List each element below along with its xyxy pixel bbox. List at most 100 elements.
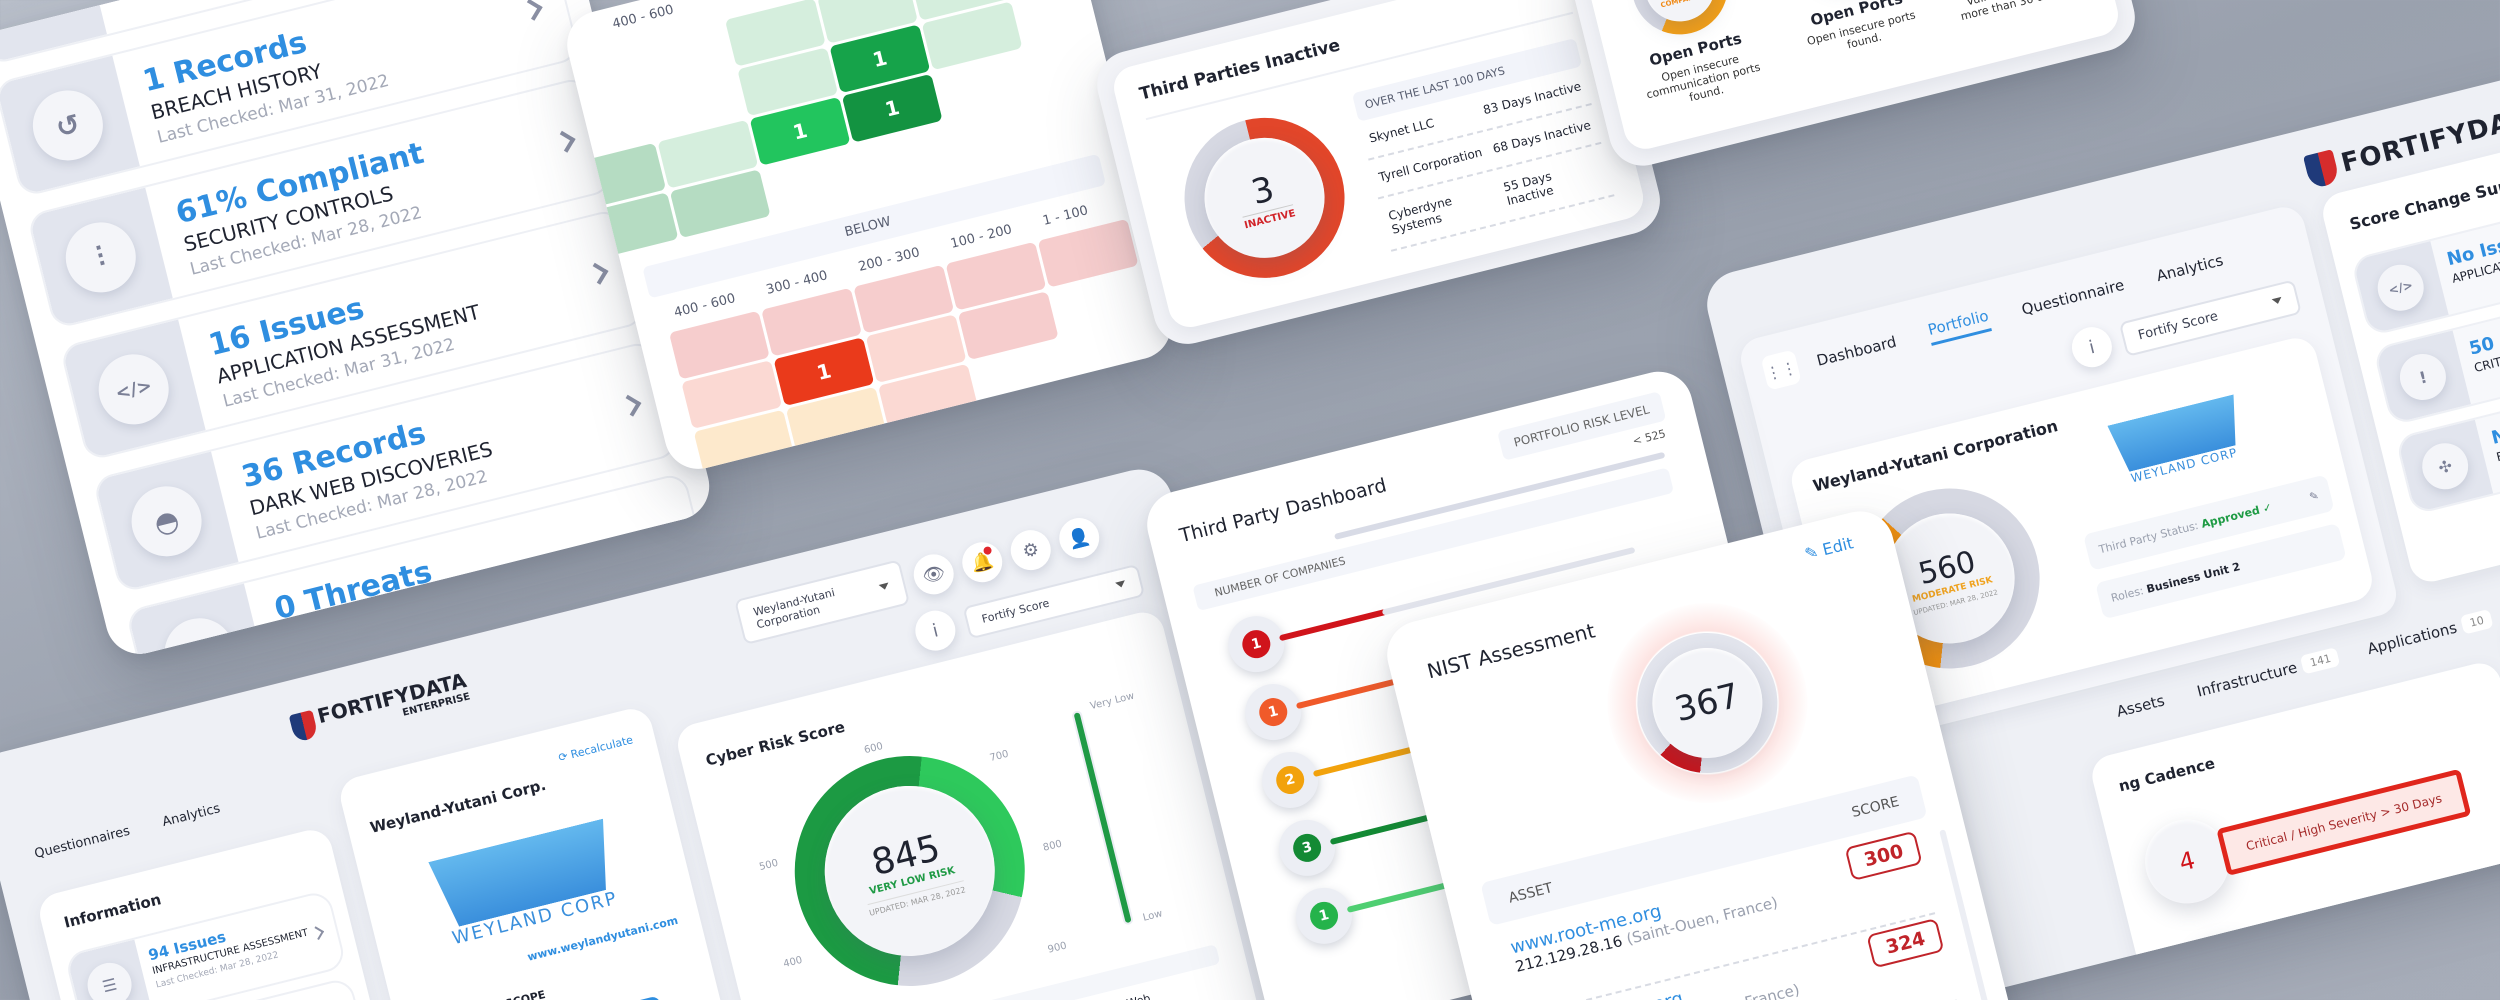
- exposure-desc: Vulnerabilities found more than 30 days …: [1959, 0, 2089, 24]
- count-dot: 1: [1239, 627, 1274, 662]
- brand-logo: FORTIFYDATA ENTERPRISE: [288, 668, 471, 746]
- exposure-item[interactable]: Open Ports Open insecure ports found.: [1766, 0, 1929, 63]
- count-badge: 141: [2300, 646, 2341, 675]
- spy-icon: ◓: [124, 478, 210, 564]
- company-name: Skynet LLC: [1367, 115, 1436, 146]
- third-parties-inactive-panel: Third Parties Inactive 3 INACTIVE OVER T…: [1090, 0, 1668, 352]
- cyber-risk-gauge: 845 VERY LOW RISK UPDATED: MAR 28, 2022: [770, 731, 1050, 1000]
- exposure-item[interactable]: Vulnerabilities Vulnerabilities found mo…: [1921, 0, 2094, 24]
- count-dot: 2: [1273, 763, 1308, 797]
- edit-button[interactable]: ✎ Edit: [1803, 533, 1856, 563]
- company-name: Weyland-Yutani Corporation: [1810, 416, 2060, 496]
- count-dot: 1: [1256, 695, 1291, 730]
- status-label: Third Party Status:: [2097, 518, 2200, 557]
- select-value: Fortify Score: [2136, 308, 2220, 343]
- gauge-tick: 500: [758, 857, 780, 874]
- roles-label: Roles:: [2109, 584, 2145, 605]
- shield-logo-icon: [288, 709, 319, 743]
- scale-bottom-label: Low: [1141, 908, 1164, 924]
- tab-portfolio[interactable]: Portfolio: [1926, 306, 1992, 346]
- count-dot: 3: [1290, 830, 1325, 865]
- shield-logo-icon: [2302, 149, 2341, 190]
- roles-value: Business Unit 2: [2145, 560, 2242, 596]
- apps-grid-icon[interactable]: ⋮⋮: [1760, 349, 1802, 391]
- weyland-logo: WEYLAND CORP: [2107, 394, 2249, 488]
- nist-score-value: 367: [1671, 675, 1744, 731]
- panel-title: Cyber Risk Score: [703, 717, 847, 770]
- gauge-tick: 400: [782, 954, 804, 971]
- code-laptop-icon: </>: [2372, 259, 2429, 316]
- axis-label: 200 - 300: [856, 245, 922, 275]
- cadence-count: 2: [2215, 960, 2237, 991]
- gauge-tick: 600: [863, 740, 885, 757]
- refresh-icon: ⟳: [557, 749, 570, 765]
- count-dot: 1: [1307, 898, 1342, 933]
- edit-icon[interactable]: ✎: [2307, 488, 2321, 504]
- exposure-unit: COMPANIES: [1660, 0, 1707, 9]
- axis-label: 300 - 400: [764, 268, 830, 298]
- exposure-item[interactable]: 2 COMPANIES Open Ports Open insecure com…: [1605, 0, 1771, 116]
- risk-factor-label: Dark Web: [1097, 992, 1152, 1000]
- alert-icon: !: [2395, 349, 2451, 405]
- chevron-right-icon: [586, 262, 609, 285]
- chevron-right-icon: [652, 526, 675, 549]
- sliders-icon: ⫶: [58, 214, 144, 300]
- notification-dot: [982, 545, 993, 556]
- info-value: 0 Threats: [271, 554, 436, 628]
- server-icon: ☰: [82, 958, 137, 1000]
- tab-infrastructure[interactable]: Infrastructure: [2194, 657, 2299, 701]
- axis-label: 1 - 100: [1041, 203, 1090, 229]
- inactive-count: 3: [1247, 168, 1279, 213]
- recalculate-button[interactable]: ⟳ Recalculate: [557, 733, 634, 764]
- days-inactive: 55 Days Inactive: [1502, 169, 1556, 209]
- tab-dashboard[interactable]: Dashboard: [1814, 332, 1899, 370]
- cyber-risk-score-card: Cyber Risk Score 845 VERY LOW RISK UPDAT…: [673, 607, 1265, 1000]
- column-header-score: SCORE: [1850, 793, 1901, 821]
- chip-odc[interactable]: ODC: [607, 995, 666, 1000]
- count-badge: 10: [2460, 608, 2494, 635]
- axis-label: 400 - 600: [672, 291, 737, 321]
- status-badge: Approved: [2200, 503, 2262, 531]
- risk-scale-bar: [1071, 709, 1135, 926]
- gauge-tick: 800: [1041, 838, 1064, 854]
- user-icon[interactable]: 👤: [1055, 513, 1104, 563]
- tab-questionnaires[interactable]: Questionnaires: [33, 823, 132, 862]
- exposure-panel: 2 COMPANIES Open Ports Open insecure com…: [1560, 0, 2143, 173]
- chevron-right-icon: [520, 0, 543, 21]
- column-header: PORTFOLIO RISK LEVEL: [1496, 391, 1667, 461]
- weyland-logo: WEYLAND CORP: [428, 819, 625, 951]
- summary-value: No C: [2489, 417, 2500, 449]
- column-header: NUMBER OF COMPANIES: [1213, 554, 1347, 600]
- axis-label: 400 - 600: [610, 2, 676, 33]
- tab-analytics[interactable]: Analytics: [2154, 251, 2226, 286]
- nist-score-gauge: 367: [1586, 581, 1829, 825]
- cadence-label: Moderate Severity > 60 Days: [2254, 888, 2488, 991]
- edit-icon: ✎: [1802, 542, 1821, 564]
- company-select[interactable]: Weyland-Yutani Corporation: [734, 559, 911, 646]
- column-header-asset: ASSET: [1506, 880, 1555, 907]
- gauge-tick: 900: [1046, 940, 1068, 956]
- eye-icon[interactable]: 👁: [909, 550, 958, 599]
- warning-icon: ⚠: [157, 610, 242, 661]
- info-icon[interactable]: i: [911, 606, 960, 655]
- panel-title: NIST Assessment: [1424, 618, 1598, 684]
- select-value: Fortify Score: [980, 595, 1051, 626]
- company-name: Weyland-Yutani Corp.: [368, 775, 548, 837]
- tab-applications[interactable]: Applications: [2365, 618, 2459, 658]
- tab-questionnaire[interactable]: Questionnaire: [2019, 275, 2127, 319]
- chevron-down-icon: [2271, 296, 2283, 306]
- select-value: Weyland-Yutani Corporation: [752, 586, 837, 632]
- tab-assets[interactable]: Assets: [2114, 690, 2167, 721]
- edit-label: Edit: [1820, 533, 1856, 560]
- recalculate-label: Recalculate: [569, 733, 635, 762]
- data-types-title: DATA TYPE IN-SCOPE: [418, 988, 547, 1000]
- chevron-down-icon: [1115, 580, 1127, 589]
- gear-icon[interactable]: ⚙: [1006, 525, 1055, 575]
- info-icon[interactable]: i: [2067, 322, 2117, 372]
- cadence-count: 4: [2176, 845, 2198, 877]
- bell-icon[interactable]: 🔔: [957, 538, 1007, 587]
- check-icon: ✓: [2261, 500, 2274, 516]
- tab-analytics[interactable]: Analytics: [160, 801, 222, 831]
- panel-title: Third Party Dashboard: [1177, 474, 1389, 548]
- chevron-right-icon: [553, 130, 576, 153]
